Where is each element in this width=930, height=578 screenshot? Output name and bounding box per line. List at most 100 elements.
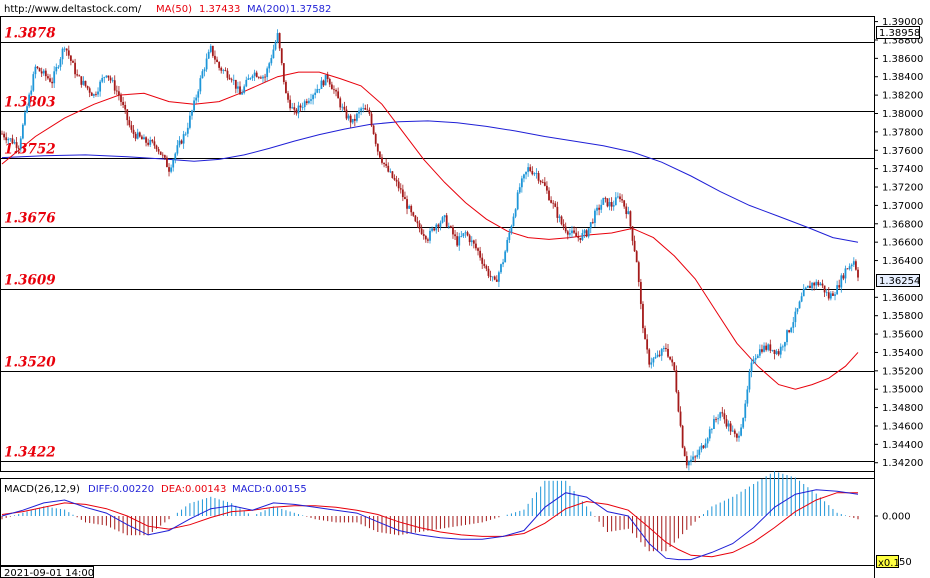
ma200-value: 1.37582: [290, 4, 331, 15]
candle-body: [147, 142, 150, 145]
candle-body: [792, 322, 795, 328]
candle-body: [660, 349, 663, 356]
candle-body: [55, 67, 58, 72]
candle-body: [182, 134, 185, 144]
candle-body: [525, 171, 527, 175]
macd-diff: DIFF:0.00220: [88, 484, 154, 495]
level-label: 1.3878: [4, 26, 56, 42]
candle-body: [516, 192, 519, 210]
candle-body: [619, 196, 621, 200]
candlesticks: [1, 29, 859, 471]
price-tick-label: 1.34400: [882, 440, 923, 451]
candle-body: [679, 411, 682, 426]
candle-body: [777, 351, 780, 355]
candle-body: [378, 151, 381, 158]
candle-body: [481, 257, 484, 264]
candle-body: [193, 100, 195, 111]
candle-body: [136, 132, 139, 139]
candle-body: [456, 236, 459, 246]
candle-body: [32, 74, 35, 91]
candle-body: [558, 216, 561, 218]
candle-body: [706, 438, 709, 444]
candle-body: [639, 282, 642, 304]
price-tick-label: 1.39000: [882, 17, 923, 28]
site-url[interactable]: http://www.deltastock.com/: [4, 4, 142, 15]
candle-body: [685, 456, 688, 466]
candle-body: [262, 76, 264, 79]
candle-body: [604, 197, 607, 199]
candle-body: [9, 138, 12, 140]
candle-body: [520, 178, 523, 188]
candle-body: [842, 275, 845, 279]
candle-body: [130, 125, 133, 130]
candle-body: [30, 90, 33, 95]
ma50-path: [1, 71, 859, 390]
candle-body: [472, 240, 475, 244]
candle-body: [848, 266, 851, 270]
candle-body: [550, 200, 552, 203]
candle-body: [124, 104, 127, 110]
candle-body: [596, 207, 598, 211]
candle-body: [61, 48, 64, 60]
candle-body: [318, 88, 321, 90]
candle-body: [335, 89, 337, 92]
candle-body: [218, 62, 221, 68]
candle-body: [504, 251, 507, 263]
price-tick-label: 1.34800: [882, 403, 923, 414]
candle-body: [713, 418, 715, 430]
candle-body: [763, 345, 765, 352]
candle-body: [26, 106, 28, 113]
candle-body: [454, 234, 456, 237]
candle-body: [134, 133, 137, 139]
candle-body: [99, 81, 102, 92]
candle-body: [487, 268, 490, 276]
candle-body: [414, 215, 417, 222]
candle-body: [441, 217, 444, 223]
candle-body: [278, 33, 281, 49]
candle-body: [548, 190, 550, 201]
candle-body: [174, 153, 177, 160]
candle-body: [97, 91, 99, 95]
candle-body: [201, 71, 204, 79]
candle-body: [86, 85, 89, 89]
candle-body: [339, 98, 342, 108]
top-price-box: [876, 26, 920, 39]
candle-body: [602, 197, 605, 205]
candle-body: [282, 63, 285, 82]
candle-body: [809, 285, 811, 289]
candle-body: [669, 356, 671, 360]
candle-body: [157, 149, 160, 152]
candle-body: [627, 211, 630, 215]
candle-body: [489, 275, 492, 277]
candle-body: [510, 225, 513, 233]
price-tick-label: 1.36000: [882, 293, 923, 304]
candle-body: [579, 237, 582, 240]
candle-body: [138, 132, 141, 137]
candle-body: [449, 226, 452, 228]
candle-body: [629, 211, 632, 227]
candle-body: [429, 230, 431, 241]
ma50-label: MA(50): [156, 4, 192, 15]
candle-body: [259, 77, 262, 79]
candle-body: [698, 449, 701, 455]
candle-body: [754, 357, 757, 360]
candle-body: [410, 205, 413, 213]
candle-body: [591, 222, 594, 223]
candle-body: [458, 236, 461, 246]
candle-body: [564, 226, 567, 232]
candle-body: [289, 99, 292, 109]
candle-body: [477, 248, 479, 251]
candle-body: [531, 171, 534, 175]
candle-body: [272, 49, 275, 59]
candle-body: [84, 80, 87, 86]
candle-body: [700, 445, 703, 450]
candle-body: [376, 143, 379, 152]
candle-body: [103, 77, 106, 79]
price-tick-label: 1.38600: [882, 54, 923, 65]
price-tick-label: 1.37200: [882, 183, 923, 194]
candle-body: [257, 77, 260, 78]
candle-body: [495, 279, 498, 282]
candle-body: [184, 133, 187, 135]
candle-body: [418, 223, 421, 229]
